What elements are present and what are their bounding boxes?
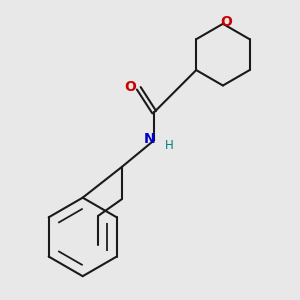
Text: O: O	[124, 80, 136, 94]
Text: O: O	[220, 15, 232, 29]
Text: H: H	[165, 139, 174, 152]
Text: N: N	[144, 133, 156, 146]
